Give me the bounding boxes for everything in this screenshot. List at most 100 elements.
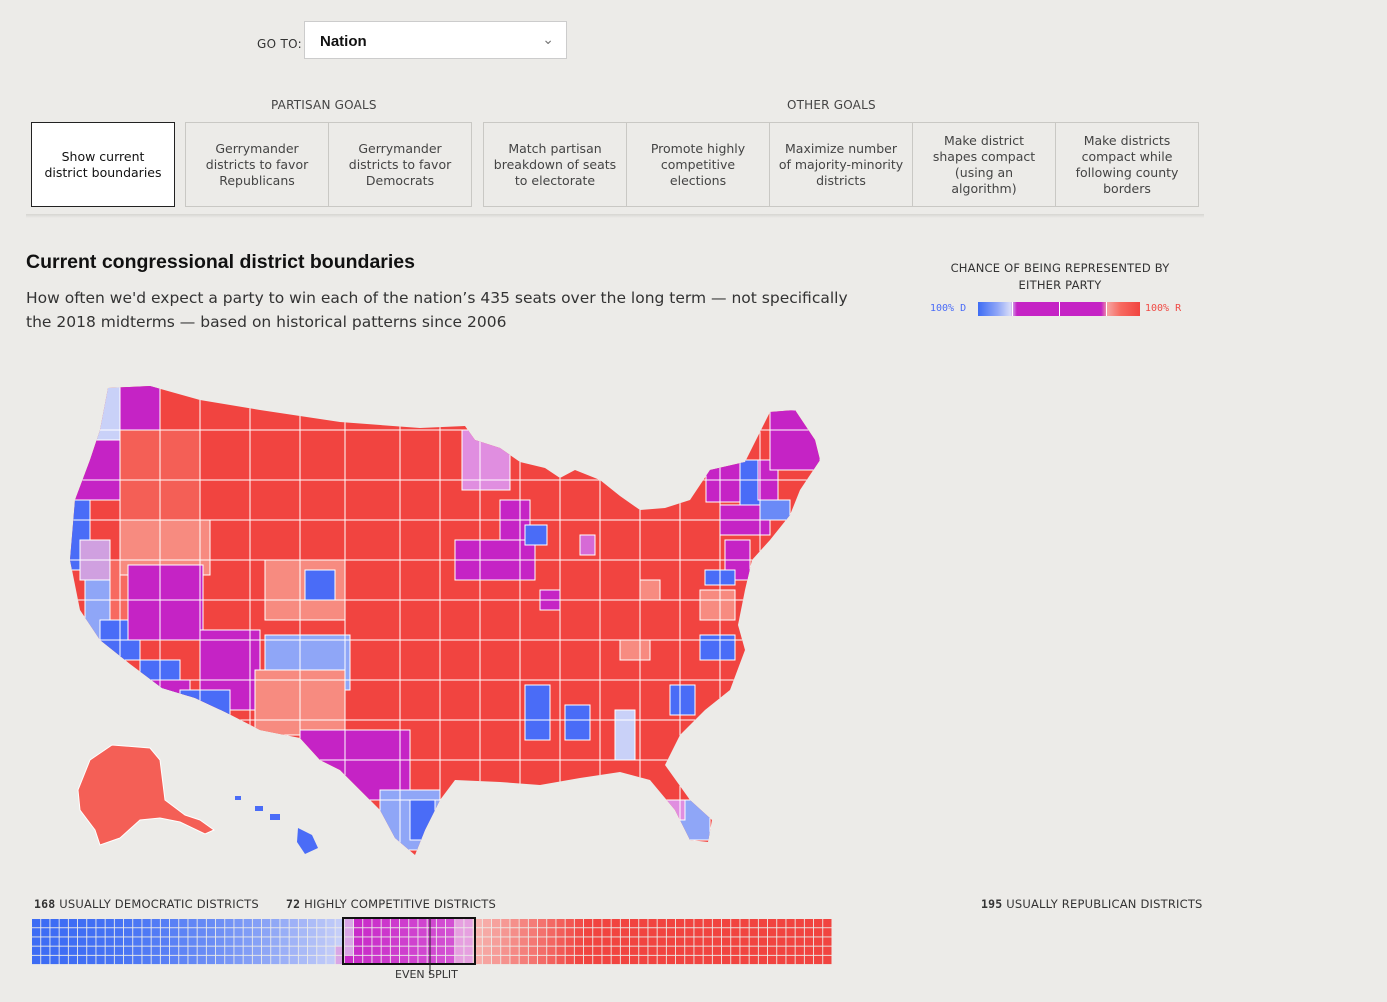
waffle-cell (170, 937, 179, 946)
waffle-cell (823, 928, 832, 937)
waffle-cell (225, 919, 234, 928)
waffle-cell (722, 919, 731, 928)
page-subtitle: How often we'd expect a party to win eac… (26, 289, 848, 331)
waffle-cell (68, 955, 78, 965)
waffle-cell (418, 946, 427, 955)
waffle-cell (216, 928, 225, 937)
waffle-cell (657, 946, 666, 955)
waffle-cell (593, 919, 602, 928)
show-current-boundaries-button[interactable]: Show current district boundaries (31, 122, 175, 207)
waffle-cell (473, 937, 482, 946)
waffle-cell (501, 937, 510, 946)
waffle-cell (271, 955, 280, 965)
waffle-cell (694, 955, 703, 965)
waffle-cell (344, 919, 354, 928)
waffle-cell (105, 946, 114, 955)
waffle-cell (749, 919, 758, 928)
waffle-cell (731, 919, 740, 928)
waffle-cell (381, 928, 390, 937)
waffle-cell (804, 928, 814, 937)
waffle-cell (280, 919, 289, 928)
waffle-cell (50, 946, 59, 955)
waffle-cell (32, 937, 41, 946)
waffle-cell (96, 928, 105, 937)
waffle-cell (390, 937, 400, 946)
waffle-cell (344, 928, 354, 937)
waffle-cell (142, 937, 151, 946)
waffle-cell (574, 946, 584, 955)
waffle-cell (124, 937, 133, 946)
contiguous-us (70, 386, 820, 855)
waffle-cell (492, 928, 501, 937)
waffle-cell (124, 919, 133, 928)
waffle-cell (538, 946, 547, 955)
waffle-cell (446, 946, 455, 955)
maximize-majority-minority-button[interactable]: Maximize number of majority-minority dis… (769, 122, 913, 207)
waffle-cell (510, 928, 519, 937)
waffle-cell (308, 937, 317, 946)
competitive-bracket (342, 917, 476, 965)
waffle-cell (78, 928, 87, 937)
waffle-cell (777, 919, 786, 928)
waffle-cell (593, 946, 602, 955)
waffle-cell (694, 919, 703, 928)
waffle-cell (547, 919, 556, 928)
waffle-cell (722, 955, 731, 965)
promote-competitive-button[interactable]: Promote highly competitive elections (626, 122, 770, 207)
waffle-cell (611, 946, 620, 955)
goto-select[interactable]: Nation ⌄ (304, 21, 567, 59)
waffle-cell (105, 928, 114, 937)
waffle-cell (308, 919, 317, 928)
waffle-cell (814, 937, 823, 946)
waffle-cell (676, 946, 685, 955)
waffle-cell (50, 937, 59, 946)
waffle-cell (170, 928, 179, 937)
waffle-cell (464, 919, 473, 928)
waffle-cell (87, 955, 96, 965)
waffle-cell (335, 937, 344, 946)
partisan-goals-group: Gerrymander districts to favor Republica… (185, 122, 472, 207)
waffle-cell (758, 955, 768, 965)
current-boundaries-group: Show current district boundaries (31, 122, 175, 207)
waffle-cell (280, 946, 289, 955)
waffle-cell (749, 946, 758, 955)
hawaii (235, 796, 318, 854)
waffle-cell (326, 946, 335, 955)
compact-county-borders-button[interactable]: Make districts compact while following c… (1055, 122, 1199, 207)
gerrymander-democrats-button[interactable]: Gerrymander districts to favor Democrats (328, 122, 472, 207)
waffle-cell (298, 946, 308, 955)
waffle-cell (179, 946, 188, 955)
waffle-cell (492, 937, 501, 946)
waffle-cell (78, 946, 87, 955)
waffle-cell (501, 919, 510, 928)
waffle-cell (768, 928, 777, 937)
waffle-cell (501, 928, 510, 937)
waffle-cell (648, 946, 657, 955)
waffle-cell (197, 946, 206, 955)
waffle-cell (528, 937, 538, 946)
waffle-cell (188, 928, 197, 937)
waffle-cell (740, 955, 749, 965)
waffle-cell (639, 955, 648, 965)
compact-algorithm-button[interactable]: Make district shapes compact (using an a… (912, 122, 1056, 207)
waffle-cell (666, 919, 676, 928)
waffle-cell (482, 955, 492, 965)
waffle-cell (243, 928, 252, 937)
waffle-cell (786, 937, 795, 946)
waffle-cell (455, 928, 464, 937)
waffle-cell (50, 955, 59, 965)
match-partisan-breakdown-button[interactable]: Match partisan breakdown of seats to ele… (483, 122, 627, 207)
waffle-cell (749, 955, 758, 965)
waffle-cell (381, 919, 390, 928)
gerrymander-republicans-button[interactable]: Gerrymander districts to favor Republica… (185, 122, 329, 207)
waffle-cell (455, 955, 464, 965)
waffle-cell (482, 919, 492, 928)
waffle-cell (179, 937, 188, 946)
waffle-cell (492, 946, 501, 955)
waffle-cell (280, 928, 289, 937)
waffle-cell (206, 955, 216, 965)
waffle-cell (418, 937, 427, 946)
waffle-cell (151, 928, 160, 937)
waffle-cell (114, 928, 124, 937)
